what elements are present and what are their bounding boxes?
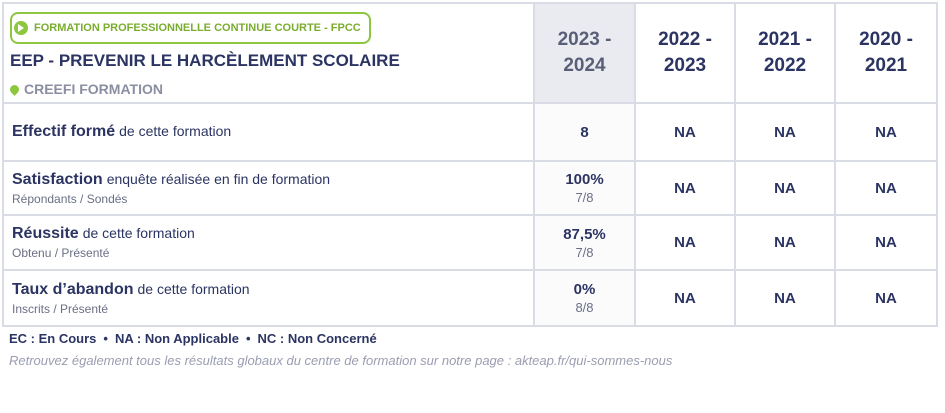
year-line: 2024 [563, 55, 606, 76]
value: NA [674, 234, 696, 251]
ratio: 7/8 [575, 244, 594, 260]
value-cell: NA [834, 269, 938, 327]
year-line: 2020 - [859, 29, 913, 50]
value-cell: NA [734, 102, 836, 162]
legend-item: NA : Non Applicable [96, 331, 239, 346]
row-label: Satisfaction enquête réalisée en fin de f… [2, 160, 535, 216]
legend-item: NC : Non Concerné [239, 331, 377, 346]
value: NA [674, 179, 696, 197]
value: NA [774, 234, 796, 251]
year-line: 2023 [663, 55, 707, 76]
label-line: Réussite de cette formation [12, 225, 533, 243]
value: NA [774, 179, 796, 197]
row-label: Réussite de cette formation Obtenu / Prése… [2, 214, 535, 271]
label-line: Effectif formé de cette formation [12, 123, 533, 141]
organization-text: CREEFI FORMATION [24, 81, 163, 97]
value-cell: NA [834, 214, 938, 271]
value: 87,5% [563, 225, 606, 243]
sub-label: Obtenu / Présenté [12, 246, 110, 260]
year-line: 2021 [864, 55, 908, 76]
organization: CREEFI FORMATION [8, 76, 533, 102]
year-line: 2023 - [557, 29, 612, 50]
value: NA [774, 289, 796, 307]
ratio: 8/8 [575, 300, 594, 315]
value-cell: 0% 8/8 [533, 269, 636, 327]
value: NA [875, 289, 897, 307]
value-cell: 100% 7/8 [533, 160, 636, 216]
note: Retrouvez également tous les résultats g… [9, 353, 673, 368]
value-cell: NA [634, 160, 736, 216]
legend: EC : En CoursNA : Non ApplicableNC : Non… [9, 331, 377, 346]
value: NA [674, 289, 696, 307]
year-line: 2022 - [658, 29, 712, 50]
value-cell: 87,5% 7/8 [533, 214, 636, 271]
year-line: 2022 [763, 55, 807, 76]
value: NA [674, 123, 696, 141]
value-cell: NA [634, 214, 736, 271]
description: de cette formation [137, 280, 250, 297]
label-line: Satisfaction enquête réalisée en fin de f… [12, 171, 533, 189]
description: enquête réalisée en fin de formation [106, 170, 331, 187]
row: Satisfaction enquête réalisée en fin de f… [2, 160, 938, 216]
value: NA [875, 179, 897, 197]
description: de cette formation [119, 123, 232, 139]
value: NA [875, 123, 897, 141]
value: NA [774, 123, 796, 141]
label: Satisfaction [12, 170, 103, 188]
sub-label: Répondants / Sondés [12, 191, 128, 206]
value: 8 [580, 123, 589, 141]
sub-label: Inscrits / Présenté [12, 301, 109, 316]
label: Taux d’abandon [12, 280, 134, 298]
label-line: Taux d’abandon de cette formation [12, 281, 533, 299]
legend-item: EC : En Cours [9, 331, 97, 346]
year-header: 2021 - 2022 [734, 2, 836, 104]
value-cell: NA [734, 160, 836, 216]
value-cell: NA [834, 160, 938, 216]
value-cell: NA [734, 214, 836, 271]
value-cell: NA [734, 269, 836, 327]
ratio: 7/8 [575, 190, 594, 205]
value: 100% [565, 171, 604, 188]
row-label: Taux d’abandon de cette formation Inscrits… [2, 269, 535, 327]
label: Réussite [12, 225, 79, 242]
badge-text: FORMATION PROFESSIONNELLE CONTINUE COURT… [34, 22, 361, 34]
year-header: 2022 - 2023 [634, 2, 736, 104]
value-cell: NA [634, 102, 736, 162]
value-cell: NA [634, 269, 736, 327]
results-table: FORMATION PROFESSIONNELLE CONTINUE COURT… [2, 2, 938, 327]
value-cell: 8 [533, 102, 636, 162]
header-cell: FORMATION PROFESSIONNELLE CONTINUE COURT… [2, 2, 535, 104]
row: Réussite de cette formation Obtenu / Prése… [2, 214, 938, 271]
value-cell: NA [834, 102, 938, 162]
year-header: 2020 - 2021 [834, 2, 938, 104]
value: 0% [573, 281, 596, 298]
row: Effectif formé de cette formation 8 NA NA NA [2, 102, 938, 162]
year-line: 2021 - [758, 29, 812, 50]
description: de cette formation [82, 225, 195, 241]
badge: FORMATION PROFESSIONNELLE CONTINUE COURT… [10, 12, 371, 44]
year-header: 2023 - 2024 [533, 2, 636, 104]
value: NA [875, 234, 897, 251]
label: Effectif formé [12, 123, 116, 140]
row: Taux d’abandon de cette formation Inscrits… [2, 269, 938, 327]
title: EEP - PREVENIR LE HARCÈLEMENT SCOLAIRE [10, 51, 400, 70]
row-label: Effectif formé de cette formation [2, 102, 535, 162]
